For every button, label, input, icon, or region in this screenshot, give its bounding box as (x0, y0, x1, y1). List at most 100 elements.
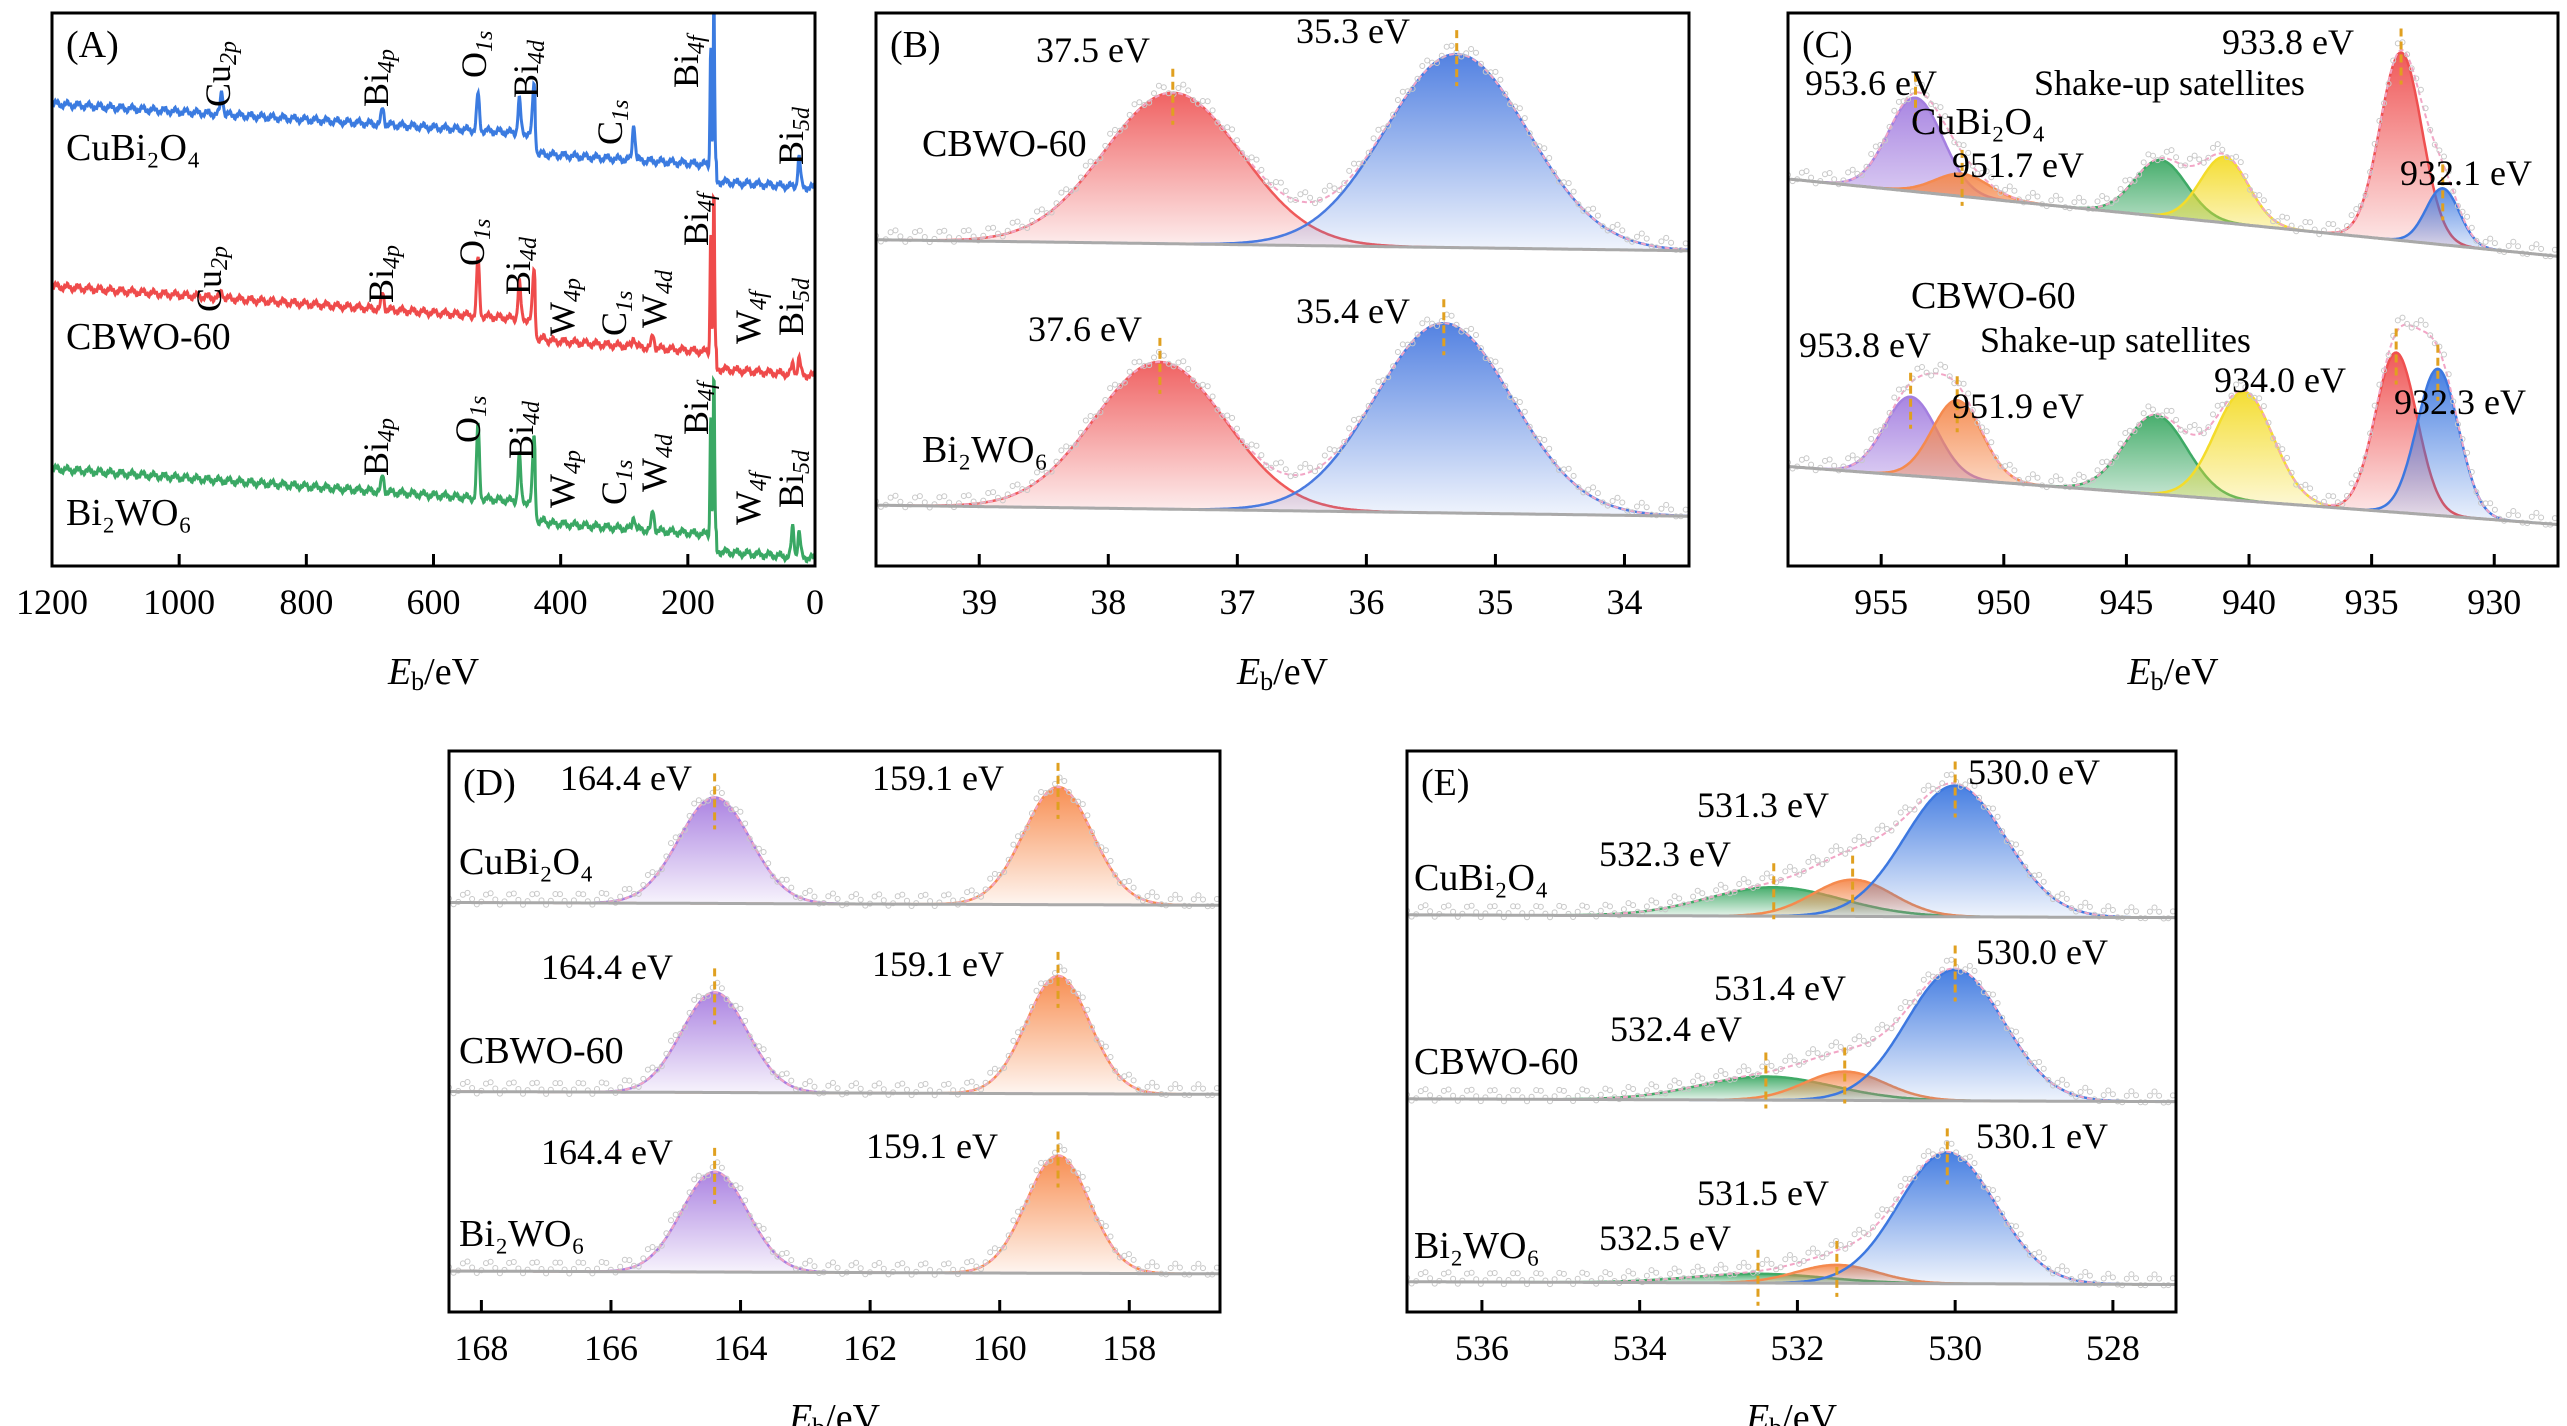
data-point (718, 1164, 725, 1171)
data-point (1759, 1261, 1766, 1267)
data-point (1422, 902, 1429, 909)
data-point (1419, 320, 1426, 327)
x-tick-label: 160 (973, 1328, 1027, 1368)
data-point (1988, 439, 1995, 446)
data-point (2071, 199, 2078, 206)
data-point (987, 1069, 994, 1076)
data-point (1092, 159, 1099, 166)
data-point (2505, 511, 2512, 518)
data-point (1722, 884, 1729, 891)
data-point (2109, 1091, 2116, 1098)
data-point (1360, 159, 1367, 166)
data-point (2191, 422, 2198, 428)
data-point (1713, 1073, 1720, 1080)
component-fill (1788, 159, 2558, 257)
data-point (663, 1230, 670, 1237)
data-point (2376, 117, 2383, 124)
data-point (2482, 238, 2489, 245)
data-point (2151, 904, 2158, 911)
data-point (1851, 1231, 1858, 1238)
data-point (1994, 813, 2001, 820)
data-point (1594, 490, 1601, 497)
data-point (2145, 403, 2152, 410)
peak-label: W4p (542, 450, 586, 508)
data-point (1932, 367, 1939, 374)
data-point (603, 1259, 610, 1266)
peak-value-label: 531.4 eV (1714, 968, 1846, 1008)
data-point (1791, 867, 1798, 874)
data-point (922, 1080, 929, 1087)
data-point (936, 494, 943, 501)
data-point (1787, 1053, 1793, 1060)
data-point (2196, 156, 2203, 163)
data-point (2348, 212, 2355, 219)
data-point (2022, 1051, 2029, 1057)
data-point (2128, 904, 2135, 911)
data-point (2330, 221, 2337, 228)
data-point (1957, 783, 1964, 790)
data-point (2128, 1271, 2135, 1278)
data-point (1024, 1198, 1031, 1205)
data-point (760, 1046, 767, 1053)
data-point (1077, 174, 1084, 181)
data-point (2036, 1249, 2043, 1256)
data-point (1823, 1051, 1830, 1058)
data-point (1708, 1080, 1715, 1087)
data-point (2017, 1231, 2024, 1238)
data-point (825, 1262, 832, 1269)
data-point (2054, 1079, 2061, 1086)
data-point (469, 1085, 476, 1091)
data-point (2538, 245, 2545, 252)
data-point (686, 1009, 693, 1016)
data-point (2200, 159, 2207, 166)
data-point (2394, 40, 2401, 47)
data-point (1458, 53, 1465, 60)
component-fill (1788, 52, 2558, 257)
data-point (1167, 1265, 1174, 1271)
data-point (1346, 167, 1353, 174)
spectrum (52, 192, 815, 382)
data-point (1292, 197, 1299, 203)
data-point (1736, 1264, 1743, 1270)
data-point (1808, 461, 1815, 468)
data-point (1870, 836, 1876, 842)
data-point (2133, 908, 2139, 915)
data-point (1969, 162, 1976, 169)
data-point (1248, 154, 1255, 161)
data-point (1923, 369, 1930, 376)
background-line (449, 1269, 1220, 1276)
data-point (1668, 506, 1675, 513)
data-point (1029, 217, 1036, 224)
spectrum (1788, 39, 2558, 260)
data-point (2159, 155, 2166, 162)
data-point (1791, 1256, 1798, 1262)
x-tick-label: 37 (1219, 582, 1255, 622)
data-point (899, 891, 906, 898)
peak-value-label: 530.0 eV (1976, 932, 2108, 972)
x-tick-label: 158 (1102, 1328, 1156, 1368)
data-point (1920, 787, 1927, 793)
data-point (1916, 798, 1923, 805)
envelope-line (876, 322, 1689, 517)
data-point (1620, 1274, 1627, 1281)
data-point (797, 895, 804, 902)
data-point (765, 1236, 772, 1243)
peak-value-label: 35.4 eV (1296, 291, 1410, 331)
x-tick-label: 930 (2467, 582, 2521, 622)
data-point (2068, 905, 2075, 912)
data-point (1648, 1081, 1655, 1088)
data-point (1084, 812, 1091, 819)
data-point (1116, 127, 1123, 134)
data-point (1380, 377, 1387, 384)
data-point (1874, 1026, 1881, 1033)
data-point (1516, 399, 1523, 405)
data-point (2168, 147, 2175, 154)
data-point (2105, 1087, 2112, 1094)
data-point (1507, 394, 1514, 400)
data-point (2265, 419, 2272, 426)
data-point (557, 1080, 563, 1087)
data-point (1229, 414, 1236, 421)
data-point (1546, 155, 1553, 161)
data-point (1136, 99, 1143, 106)
data-point (1131, 359, 1138, 366)
